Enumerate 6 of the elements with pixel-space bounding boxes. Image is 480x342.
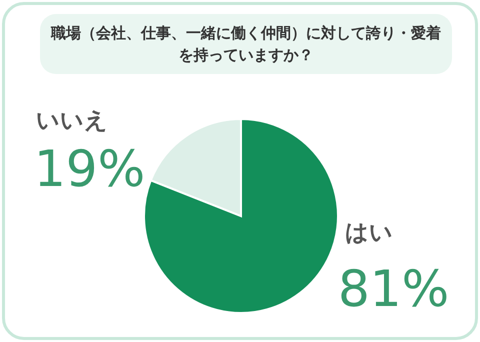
data-label: 81% <box>338 260 450 318</box>
slice-label: はい <box>345 220 393 246</box>
data-label: 19% <box>34 140 146 198</box>
pie-slice <box>143 118 339 314</box>
slice-label: いいえ <box>36 108 108 134</box>
chart-title: 職場（会社、仕事、一緒に働く仲間）に対して誇り・愛着を持っていますか？ <box>40 14 452 74</box>
